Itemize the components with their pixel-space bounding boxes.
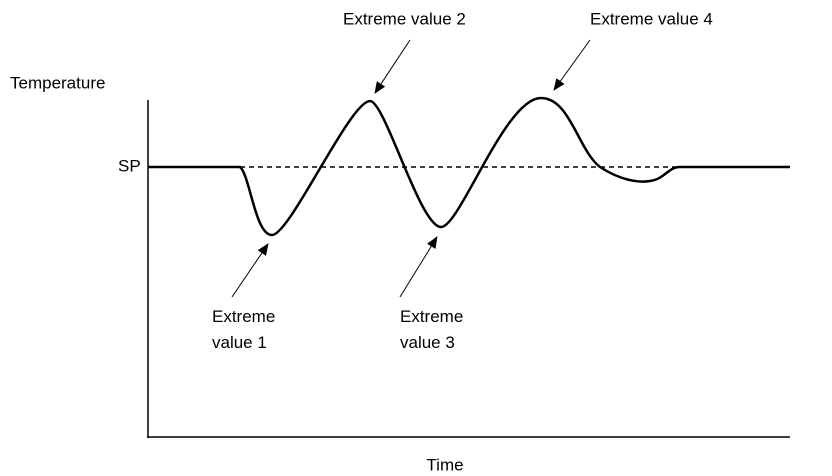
annotation: Extreme value 4 <box>590 9 713 28</box>
arrow <box>399 236 438 298</box>
annotation-line: value 1 <box>212 333 267 352</box>
y-axis-label: Temperature <box>10 73 105 92</box>
annotation-line: value 3 <box>400 333 455 352</box>
setpoint-label: SP <box>118 156 141 175</box>
annotation: Extreme value 2 <box>343 9 466 28</box>
arrow <box>374 39 411 94</box>
arrow <box>553 39 591 91</box>
annotation-line: Extreme <box>212 307 275 326</box>
annotation: Extreme value 1 <box>212 307 275 352</box>
temperature-curve <box>148 96 790 237</box>
arrow <box>231 243 269 298</box>
x-axis-label: Time <box>426 455 463 474</box>
annotation: Extreme value 3 <box>400 307 463 352</box>
annotation-line: Extreme <box>400 307 463 326</box>
